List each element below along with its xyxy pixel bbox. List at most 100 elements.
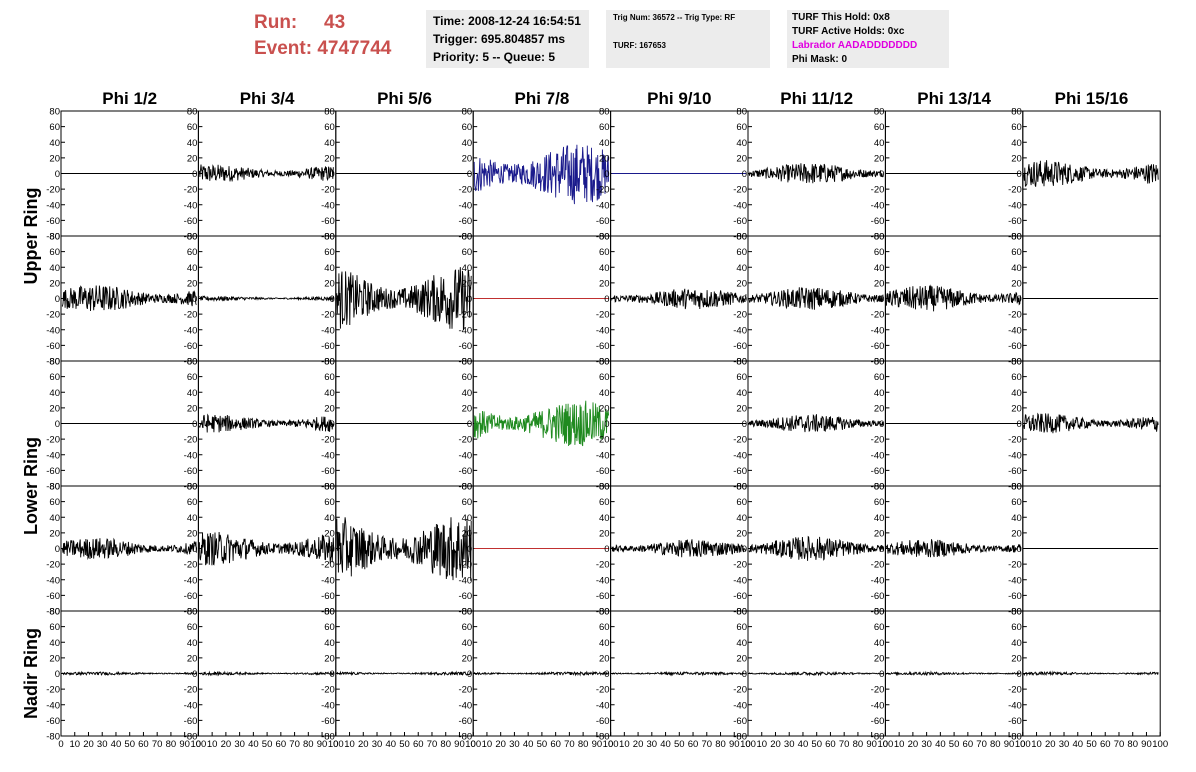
turf-hold-box: TURF This Hold: 0x8 TURF Active Holds: 0…: [787, 10, 949, 68]
x-tick-label: 40: [523, 739, 534, 750]
y-tick-label: -60: [321, 216, 335, 227]
x-tick-label: 40: [660, 739, 671, 750]
y-tick-label: -20: [458, 435, 472, 446]
y-tick-label: -80: [596, 357, 610, 368]
y-tick-label: -60: [596, 591, 610, 602]
y-tick-label: -80: [458, 607, 472, 618]
x-tick-label: 80: [166, 739, 177, 750]
y-tick-label: 0: [1017, 169, 1022, 180]
y-tick-label: 80: [49, 232, 60, 243]
y-tick-label: -40: [871, 700, 885, 711]
y-tick-label: -80: [1008, 232, 1022, 243]
y-tick-label: -80: [46, 732, 60, 743]
y-tick-label: 40: [1011, 263, 1022, 274]
y-tick-label: 0: [604, 669, 609, 680]
y-tick-label: -60: [184, 716, 198, 727]
y-tick-label: 80: [1011, 232, 1022, 243]
run-label: Run:: [254, 12, 298, 33]
y-tick-label: 40: [736, 513, 747, 524]
y-tick-label: -40: [46, 200, 60, 211]
y-tick-label: -20: [1008, 685, 1022, 696]
y-tick-label: 0: [330, 169, 335, 180]
y-tick-label: -60: [458, 216, 472, 227]
x-tick-label: 40: [385, 739, 396, 750]
x-tick-label: 0: [745, 739, 750, 750]
y-tick-label: 80: [324, 357, 335, 368]
y-tick-label: -40: [46, 700, 60, 711]
y-tick-label: 80: [1011, 607, 1022, 618]
x-tick-label: 20: [358, 739, 369, 750]
y-tick-label: 0: [55, 419, 60, 430]
y-tick-label: -80: [1008, 482, 1022, 493]
x-tick-label: 70: [564, 739, 575, 750]
y-tick-label: 40: [324, 513, 335, 524]
y-tick-label: -60: [733, 591, 747, 602]
x-tick-label: 20: [770, 739, 781, 750]
y-tick-label: -40: [46, 575, 60, 586]
y-tick-label: 60: [324, 247, 335, 258]
y-tick-label: 20: [599, 153, 610, 164]
x-tick-label: 10: [344, 739, 355, 750]
y-tick-label: -80: [596, 232, 610, 243]
y-tick-label: -40: [184, 575, 198, 586]
y-tick-label: 60: [1011, 622, 1022, 633]
y-tick-label: 60: [187, 247, 198, 258]
x-tick-label: 50: [124, 739, 135, 750]
x-tick-label: 30: [784, 739, 795, 750]
waveform-trace: [61, 537, 197, 560]
y-tick-label: 20: [462, 403, 473, 414]
waveform-trace: [198, 531, 335, 566]
x-tick-label: 80: [440, 739, 451, 750]
y-tick-label: -40: [184, 325, 198, 336]
x-tick-label: 60: [138, 739, 149, 750]
x-tick-label: 70: [152, 739, 163, 750]
x-tick-label: 80: [853, 739, 864, 750]
y-tick-label: -20: [184, 185, 198, 196]
y-tick-label: 80: [49, 357, 60, 368]
x-tick-label: 90: [1141, 739, 1152, 750]
waveform-panel: -80 -60 -40 -20 0 20 40 60 80: [46, 107, 199, 243]
waveform-panel: -80 -60 -40 -20 0 20 40 60 80: [871, 607, 1024, 743]
waveform-panel: -80 -60 -40 -20 0 20 40 60 80: [1008, 607, 1161, 743]
y-tick-label: -60: [321, 591, 335, 602]
y-tick-label: 60: [462, 122, 473, 133]
y-tick-label: -60: [321, 341, 335, 352]
y-tick-label: 60: [324, 122, 335, 133]
waveform-trace: [473, 400, 610, 447]
y-tick-label: -20: [596, 435, 610, 446]
waveform-trace: [198, 164, 334, 182]
y-tick-label: 20: [187, 278, 198, 289]
y-tick-label: 40: [324, 138, 335, 149]
y-tick-label: 60: [462, 622, 473, 633]
y-tick-label: 60: [874, 122, 885, 133]
y-tick-label: 40: [736, 638, 747, 649]
y-tick-label: -60: [46, 591, 60, 602]
y-tick-label: -20: [184, 310, 198, 321]
event-value: 4747744: [317, 38, 392, 59]
y-tick-label: -40: [184, 700, 198, 711]
y-tick-label: 20: [599, 528, 610, 539]
y-tick-label: 40: [874, 263, 885, 274]
y-tick-label: -80: [596, 607, 610, 618]
waveform-trace: [611, 670, 747, 677]
y-tick-label: 80: [599, 107, 610, 118]
x-tick-label: 0: [196, 739, 201, 750]
waveform-panel: -80 -60 -40 -20 0 20 40 60 80: [1008, 107, 1161, 243]
x-tick-label: 100: [740, 739, 756, 750]
x-tick-label: 20: [908, 739, 919, 750]
y-tick-label: 40: [1011, 513, 1022, 524]
waveform-panel: -80 -60 -40 -20 0 20 40 60 80: [733, 357, 886, 493]
y-tick-label: 20: [462, 653, 473, 664]
y-tick-label: -80: [46, 357, 60, 368]
waveform-panel: -80 -60 -40 -20 0 20 40 60 80: [458, 607, 612, 743]
waveform-panel: -80 -60 -40 -20 0 20 40 60 80: [1008, 232, 1161, 368]
y-tick-label: -20: [733, 560, 747, 571]
y-tick-label: 60: [1011, 372, 1022, 383]
x-tick-label: 40: [935, 739, 946, 750]
y-tick-label: 60: [599, 622, 610, 633]
y-tick-label: -20: [596, 685, 610, 696]
column-title: Phi 7/8: [514, 89, 569, 108]
x-tick-label: 60: [276, 739, 287, 750]
x-tick-label: 20: [221, 739, 232, 750]
y-tick-label: 40: [49, 263, 60, 274]
